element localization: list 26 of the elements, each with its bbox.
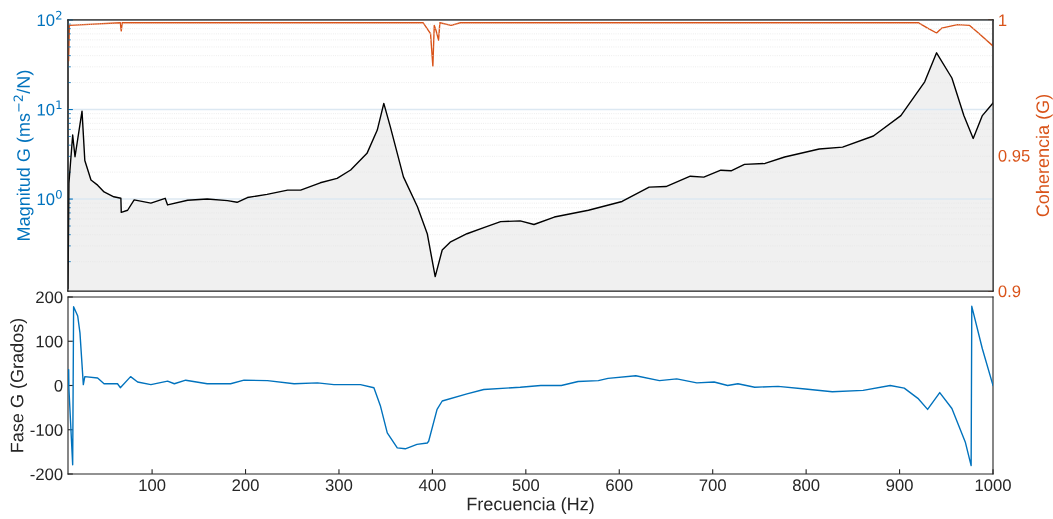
x-tick-label: 1000 [975, 479, 1011, 492]
x-tick-label: 800 [792, 479, 820, 492]
y-tick-label: -200 [30, 468, 63, 481]
y-tick-label: -100 [30, 424, 63, 436]
y-tick-label: 200 [36, 291, 63, 304]
line-series [68, 305, 993, 467]
x-tick-label: 600 [606, 479, 633, 492]
x-tick-label: 300 [325, 479, 353, 492]
y2-tick-label: 0.9 [998, 285, 1021, 298]
x-tick-label: 400 [418, 479, 446, 492]
y-tick-label: 10$^{1}$ [37, 100, 62, 116]
y2-tick-label: 0.95 [998, 149, 1030, 162]
y-tick-label: 10$^{0}$ [37, 189, 62, 206]
x-tick-label: 200 [232, 479, 259, 492]
y-tick-label: 0 [54, 379, 63, 392]
y-axis-title: Magnitud G (ms$^{−2}$/N) [13, 70, 34, 240]
y-axis-title: Fase G (Grados) [10, 318, 27, 452]
y2-axis-title: Coherencia (G) [1035, 94, 1053, 217]
x-axis-title: Frecuencia (Hz) [467, 497, 594, 514]
y-tick-label: 100 [36, 335, 63, 348]
x-tick-label: 100 [139, 479, 166, 492]
y2-tick-label: 1 [999, 14, 1007, 27]
y-tick-label: 10$^{2}$ [37, 10, 62, 27]
x-tick-label: 900 [886, 479, 913, 492]
x-tick-label: 500 [512, 479, 540, 492]
x-tick-label: 700 [699, 479, 726, 492]
